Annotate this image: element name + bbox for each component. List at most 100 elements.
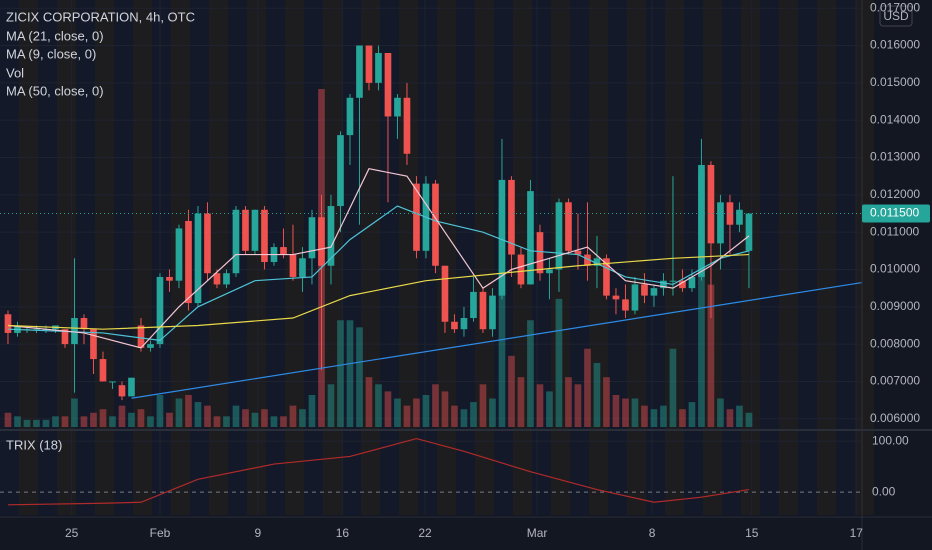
candle-body xyxy=(166,276,173,281)
session-stripe xyxy=(114,0,133,515)
volume-bar xyxy=(80,416,88,427)
legend-entry: Vol xyxy=(6,65,24,80)
candle-body xyxy=(204,213,211,274)
session-stripe xyxy=(817,0,836,515)
x-tick-label: 17 xyxy=(850,526,864,540)
session-stripe xyxy=(19,0,38,515)
volume-bar xyxy=(479,384,487,427)
volume-bar xyxy=(375,384,382,427)
y-tick-label: 0.007000 xyxy=(870,374,920,388)
volume-bar xyxy=(90,412,97,427)
y-tick-label: 0.015000 xyxy=(870,75,920,89)
candle-body xyxy=(612,295,620,300)
candle-body xyxy=(498,179,506,296)
volume-bar xyxy=(669,348,677,427)
candle-body xyxy=(90,329,97,360)
candle-body xyxy=(223,273,230,285)
volume-bar xyxy=(23,419,31,427)
candle-body xyxy=(118,385,126,397)
candle-body xyxy=(641,284,648,296)
x-tick-label: 9 xyxy=(254,526,261,540)
candle-body xyxy=(441,265,449,322)
volume-bar xyxy=(650,409,658,427)
y-tick-label: 0.011000 xyxy=(870,224,919,238)
volume-bar xyxy=(403,405,411,427)
candle-body xyxy=(289,254,297,277)
candle-body xyxy=(365,45,373,83)
candle-body xyxy=(717,202,724,244)
candle-body xyxy=(574,250,582,255)
candle-body xyxy=(584,254,591,266)
volume-bar xyxy=(603,377,610,427)
session-stripe xyxy=(646,0,665,515)
candle-body xyxy=(346,97,354,136)
candle-body xyxy=(185,220,192,304)
session-stripe xyxy=(456,0,475,515)
session-stripe xyxy=(152,0,171,515)
x-tick-label: Feb xyxy=(150,526,171,540)
x-tick-label: 25 xyxy=(65,526,79,540)
candle-body xyxy=(403,97,411,154)
volume-bar xyxy=(698,170,705,428)
volume-bar xyxy=(460,409,468,427)
moving-average xyxy=(7,253,749,330)
session-stripe xyxy=(760,0,779,515)
volume-bar xyxy=(517,377,525,427)
volume-bar xyxy=(422,394,430,427)
candle-body xyxy=(555,202,563,270)
volume-bar xyxy=(745,412,753,427)
session-stripe xyxy=(741,0,760,515)
session-stripe xyxy=(133,0,152,515)
session-stripe xyxy=(779,0,798,515)
volume-bar xyxy=(441,391,449,427)
candle-body xyxy=(565,202,572,251)
candle-body xyxy=(137,325,145,348)
candle-body xyxy=(508,179,515,255)
currency-badge[interactable] xyxy=(879,5,913,27)
candle-body xyxy=(99,359,107,382)
volume-bar xyxy=(679,409,686,427)
volume-bar xyxy=(593,362,601,427)
session-stripe xyxy=(608,0,627,515)
volume-bar xyxy=(42,419,50,427)
x-tick-label: 15 xyxy=(745,526,759,540)
legend-entry: MA (9, close, 0) xyxy=(6,46,96,61)
candle-body xyxy=(603,258,610,296)
volume-bar xyxy=(33,419,40,427)
volume-bar xyxy=(394,398,401,427)
candle-body xyxy=(527,191,534,285)
volume-bar xyxy=(736,405,743,427)
y-tick-label: 0.012000 xyxy=(870,187,920,201)
volume-bar xyxy=(622,398,629,427)
session-stripe xyxy=(665,0,684,515)
volume-bar xyxy=(14,416,21,427)
volume-bar xyxy=(612,394,620,427)
volume-bar xyxy=(641,405,648,427)
candle-body xyxy=(736,209,743,225)
volume-bar xyxy=(527,320,534,427)
candle-body xyxy=(432,183,439,266)
chart-title: ZICIX CORPORATION, 4h, OTC xyxy=(6,9,195,24)
volume-bar xyxy=(251,412,259,427)
legend-entry: MA (50, close, 0) xyxy=(6,83,104,98)
trix-line xyxy=(7,437,750,506)
volume-bar xyxy=(299,409,306,427)
candle-body xyxy=(669,280,677,282)
session-stripe xyxy=(95,0,114,515)
x-tick-label: 16 xyxy=(336,526,350,540)
candle-body xyxy=(707,164,715,244)
session-stripe xyxy=(798,0,817,515)
candle-body xyxy=(479,291,487,330)
session-stripe xyxy=(836,0,855,515)
candle-body xyxy=(242,209,249,251)
candle-body xyxy=(175,228,183,281)
volume-bar xyxy=(688,402,696,427)
candle-body xyxy=(128,377,135,397)
candle-body xyxy=(394,97,401,117)
session-stripe xyxy=(247,0,266,515)
volume-bar xyxy=(175,398,183,427)
candle-body xyxy=(375,53,382,83)
volume-bar xyxy=(242,409,249,427)
volume-bar xyxy=(413,398,420,427)
legend-entry: MA (21, close, 0) xyxy=(6,28,104,43)
